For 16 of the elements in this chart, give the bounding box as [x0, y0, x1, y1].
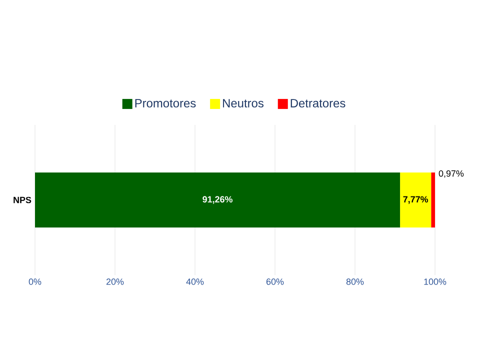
x-tick-label: 60% [266, 278, 284, 285]
data-label: 0,97% [438, 170, 464, 178]
x-tick-label: 20% [106, 278, 124, 285]
legend-label: Detratores [290, 99, 346, 108]
bar [35, 172, 400, 228]
x-tick-label: 0% [28, 278, 42, 285]
data-label: 7,77% [403, 196, 428, 204]
x-tick-label: 100% [424, 278, 446, 285]
legend-label: Promotores [135, 99, 196, 108]
bar [400, 172, 432, 228]
y-tick-label: NPS [14, 196, 32, 204]
x-tick-label: 80% [346, 278, 364, 285]
data-label: 91,26% [202, 196, 232, 204]
legend-label: Neutros [223, 99, 264, 108]
bar [431, 172, 436, 228]
x-tick-label: 40% [186, 278, 204, 285]
